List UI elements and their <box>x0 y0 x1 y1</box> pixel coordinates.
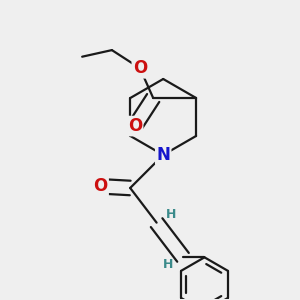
Text: O: O <box>133 59 147 77</box>
Text: O: O <box>128 117 142 135</box>
Text: H: H <box>163 258 173 271</box>
Text: O: O <box>93 177 108 195</box>
Text: H: H <box>166 208 177 221</box>
Text: N: N <box>156 146 170 164</box>
